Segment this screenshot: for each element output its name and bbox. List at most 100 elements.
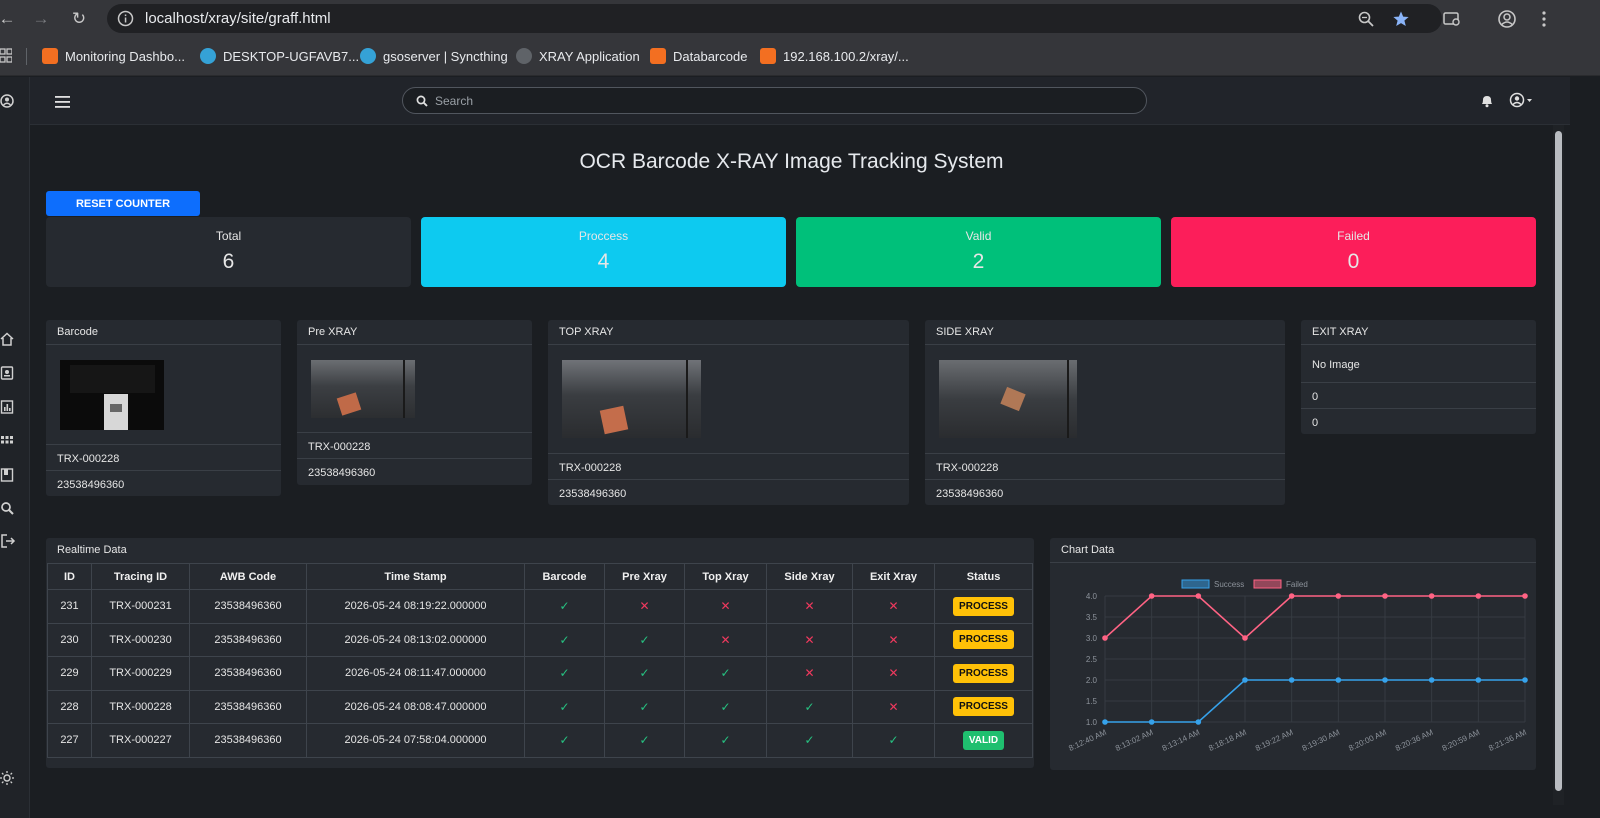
x-tick-label: 8:20:59 AM (1441, 728, 1482, 753)
row-barcode-cell: ✓ (524, 689, 605, 724)
y-tick-label: 3.0 (1086, 634, 1098, 643)
card-title: EXIT XRAY (1301, 320, 1536, 345)
search-box[interactable] (402, 87, 1147, 114)
theme-sun-icon[interactable] (0, 770, 16, 786)
row-timestamp: 2026-05-24 08:08:47.000000 (306, 689, 525, 724)
table-row[interactable]: 228 TRX-000228 23538496360 2026-05-24 08:08… (47, 689, 1033, 724)
profile-icon[interactable] (1497, 9, 1517, 29)
card-tracing-id: TRX-000228 (548, 453, 909, 479)
bookmarks-bar: Monitoring Dashbo... DESKTOP-UGFAVB7... … (0, 37, 1600, 76)
url-text[interactable]: localhost/xray/site/graff.html (145, 10, 331, 27)
x-tick-label: 8:12:40 AM (1067, 728, 1108, 753)
bookmark-star-icon[interactable] (1392, 10, 1410, 28)
check-icon: ✓ (888, 733, 899, 748)
row-status-cell: PROCESS (934, 689, 1033, 724)
table-row[interactable]: 229 TRX-000229 23538496360 2026-05-24 08:11… (47, 656, 1033, 691)
back-icon[interactable]: ← (0, 9, 16, 28)
stat-value: 2 (972, 250, 985, 273)
address-bar[interactable]: localhost/xray/site/graff.html (107, 4, 1442, 33)
search-icon[interactable] (0, 501, 16, 517)
table-row[interactable]: 230 TRX-000230 23538496360 2026-05-24 08:13… (47, 622, 1033, 657)
row-barcode-cell: ✓ (524, 723, 605, 758)
row-timestamp: 2026-05-24 08:19:22.000000 (306, 589, 525, 624)
check-icon: ✓ (639, 699, 650, 714)
barcode-card: Barcode TRX-000228 23538496360 (46, 320, 281, 496)
panel-title: Realtime Data (57, 544, 127, 556)
check-icon: ✓ (639, 666, 650, 681)
row-pre-cell: ✕ (604, 589, 685, 624)
stat-total: Total 6 (46, 217, 411, 287)
zoom-icon[interactable] (1357, 10, 1375, 28)
barcode-image[interactable] (60, 360, 164, 430)
apps-grid-icon[interactable] (0, 48, 12, 64)
status-badge: PROCESS (953, 697, 1014, 717)
cross-icon: ✕ (720, 632, 731, 647)
data-point (1288, 677, 1295, 683)
browser-menu-icon[interactable] (1534, 9, 1554, 29)
cross-icon: ✕ (888, 599, 899, 614)
bookmark-gsoserver[interactable]: gsoserver | Syncthing (360, 47, 508, 65)
data-point (1475, 593, 1482, 599)
row-status-cell: VALID (934, 723, 1033, 758)
book-icon[interactable] (0, 467, 16, 483)
check-icon: ✓ (559, 599, 570, 614)
data-point (1242, 677, 1248, 683)
table-row[interactable]: 231 TRX-000231 23538496360 2026-05-24 08:19… (47, 589, 1033, 624)
hamburger-menu-icon[interactable] (55, 96, 70, 108)
bookmark-xray-application[interactable]: XRAY Application (516, 47, 640, 65)
logout-icon[interactable] (0, 533, 16, 549)
site-info-icon[interactable] (117, 10, 134, 27)
user-menu-icon[interactable] (1509, 92, 1535, 108)
cross-icon: ✕ (804, 599, 815, 614)
data-point (1382, 677, 1388, 683)
x-tick-label: 8:13:14 AM (1161, 728, 1202, 753)
stat-label: Failed (1337, 229, 1370, 243)
page-scrollbar[interactable] (1553, 125, 1564, 805)
legend-swatch (1253, 579, 1282, 589)
data-point (1102, 635, 1108, 641)
stat-failed: Failed 0 (1171, 217, 1536, 287)
card-tracing-id: TRX-000228 (46, 444, 281, 470)
scrollbar-thumb[interactable] (1555, 131, 1562, 791)
table-row[interactable]: 227 TRX-000227 23538496360 2026-05-24 07:58… (47, 723, 1033, 758)
row-tracing-id: TRX-000231 (91, 589, 190, 624)
pre-xray-image[interactable] (311, 360, 415, 418)
search-input[interactable] (435, 91, 1135, 111)
grid-icon[interactable] (0, 433, 16, 449)
contact-card-icon[interactable] (0, 365, 16, 381)
reload-icon[interactable]: ↻ (71, 9, 87, 28)
y-tick-label: 1.5 (1086, 697, 1098, 706)
row-timestamp: 2026-05-24 08:11:47.000000 (306, 656, 525, 691)
cross-icon: ✕ (888, 666, 899, 681)
row-awb-code: 23538496360 (189, 656, 307, 691)
check-icon: ✓ (639, 733, 650, 748)
row-id: 228 (47, 689, 92, 724)
bookmark-databarcode[interactable]: Databarcode (650, 47, 747, 65)
side-xray-card: SIDE XRAY TRX-000228 23538496360 (925, 320, 1285, 505)
y-tick-label: 2.5 (1086, 655, 1098, 664)
side-xray-image[interactable] (939, 360, 1077, 438)
data-point (1242, 635, 1248, 641)
column-header: Side Xray (766, 563, 853, 590)
xampp-icon (760, 48, 776, 64)
forward-icon[interactable]: → (32, 9, 50, 28)
realtime-data-panel: Realtime Data ID Tracing ID AWB Code Tim… (46, 538, 1034, 768)
reset-counter-button[interactable]: RESET COUNTER (46, 191, 200, 216)
stat-value: 6 (222, 250, 235, 273)
home-icon[interactable] (0, 331, 16, 347)
top-xray-image[interactable] (562, 360, 701, 438)
data-point (1148, 719, 1155, 725)
y-tick-label: 3.5 (1086, 613, 1098, 622)
bookmark-local-xray[interactable]: 192.168.100.2/xray/... (760, 47, 909, 65)
tab-search-icon[interactable] (1442, 9, 1462, 29)
notification-bell-icon[interactable] (1480, 93, 1494, 108)
bookmark-desktop[interactable]: DESKTOP-UGFAVB7... (200, 47, 359, 65)
bookmark-monitoring-dashboard[interactable]: Monitoring Dashbo... (42, 47, 185, 65)
cross-icon: ✕ (804, 632, 815, 647)
check-icon: ✓ (559, 666, 570, 681)
user-circle-icon[interactable] (0, 93, 16, 109)
row-side-cell: ✓ (766, 689, 853, 724)
x-tick-label: 8:13:02 AM (1114, 728, 1155, 753)
chart-icon[interactable] (0, 399, 16, 415)
stat-label: Total (215, 229, 242, 243)
